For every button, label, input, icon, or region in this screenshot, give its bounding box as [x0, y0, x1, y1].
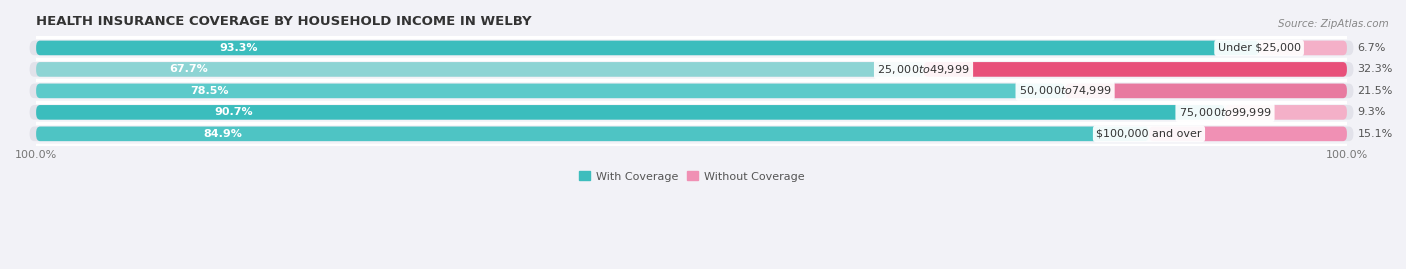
- Text: 67.7%: 67.7%: [169, 64, 208, 75]
- Text: 32.3%: 32.3%: [1357, 64, 1393, 75]
- Legend: With Coverage, Without Coverage: With Coverage, Without Coverage: [575, 167, 808, 186]
- FancyBboxPatch shape: [1149, 126, 1347, 141]
- Text: 15.1%: 15.1%: [1357, 129, 1393, 139]
- FancyBboxPatch shape: [1066, 84, 1347, 98]
- FancyBboxPatch shape: [37, 84, 1066, 98]
- Text: 93.3%: 93.3%: [219, 43, 259, 53]
- FancyBboxPatch shape: [30, 41, 1354, 55]
- FancyBboxPatch shape: [37, 126, 1149, 141]
- Text: $75,000 to $99,999: $75,000 to $99,999: [1178, 106, 1271, 119]
- Text: Source: ZipAtlas.com: Source: ZipAtlas.com: [1278, 19, 1389, 29]
- FancyBboxPatch shape: [1260, 41, 1347, 55]
- FancyBboxPatch shape: [30, 84, 1354, 98]
- Text: 78.5%: 78.5%: [190, 86, 229, 96]
- FancyBboxPatch shape: [30, 105, 1354, 120]
- FancyBboxPatch shape: [30, 62, 1354, 77]
- Text: $50,000 to $74,999: $50,000 to $74,999: [1019, 84, 1111, 97]
- FancyBboxPatch shape: [924, 62, 1347, 77]
- Text: $100,000 and over: $100,000 and over: [1097, 129, 1202, 139]
- FancyBboxPatch shape: [37, 41, 1260, 55]
- Text: Under $25,000: Under $25,000: [1218, 43, 1301, 53]
- Text: 6.7%: 6.7%: [1357, 43, 1386, 53]
- Text: 9.3%: 9.3%: [1357, 107, 1386, 117]
- Text: $25,000 to $49,999: $25,000 to $49,999: [877, 63, 970, 76]
- Text: 90.7%: 90.7%: [215, 107, 253, 117]
- FancyBboxPatch shape: [1225, 105, 1347, 120]
- FancyBboxPatch shape: [37, 62, 924, 77]
- FancyBboxPatch shape: [30, 126, 1354, 141]
- Text: 21.5%: 21.5%: [1357, 86, 1393, 96]
- Text: 84.9%: 84.9%: [202, 129, 242, 139]
- Text: HEALTH INSURANCE COVERAGE BY HOUSEHOLD INCOME IN WELBY: HEALTH INSURANCE COVERAGE BY HOUSEHOLD I…: [37, 15, 531, 28]
- FancyBboxPatch shape: [37, 105, 1225, 120]
